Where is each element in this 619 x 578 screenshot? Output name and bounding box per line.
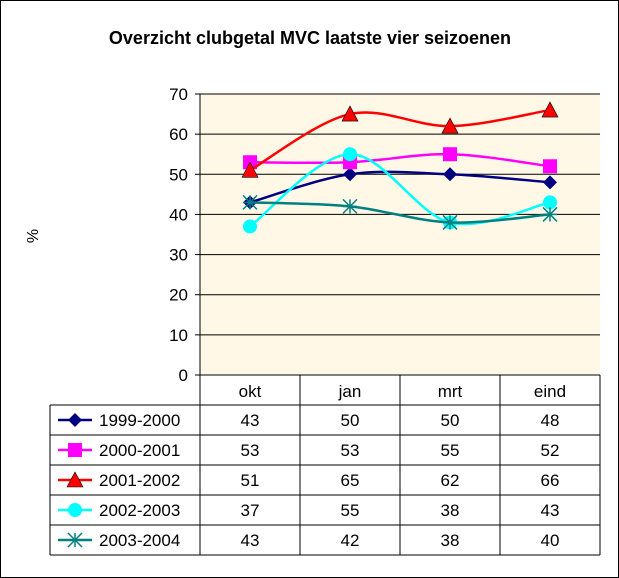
y-axis-ticks: 0 10 20 30 40 50 60 70 [169,85,188,385]
series-line [249,152,551,228]
legend-series-name: 2003-2004 [99,531,180,550]
y-tick-label: 50 [169,165,188,184]
data-point-marker [68,443,82,457]
data-point-marker [543,195,557,210]
y-tick-label: 40 [169,205,188,224]
table-value: 50 [341,411,360,430]
x-category-label: mrt [438,382,463,401]
table-value: 62 [441,471,460,490]
table-value: 52 [541,441,560,460]
data-point-marker [443,167,457,182]
data-point-marker [241,161,259,178]
y-axis-label: % [25,229,42,243]
table-value: 43 [541,501,560,520]
legend-series-name: 2001-2002 [99,471,180,490]
table-value: 43 [241,411,260,430]
data-table: okt jan mrt eind 1999-2000 43 50 50 48 2000-2001 5… [49,375,601,556]
table-value: 55 [441,441,460,460]
table-value: 53 [241,441,260,460]
data-point-marker [542,206,558,222]
y-tick-label: 60 [169,125,188,144]
y-tick-label: 70 [169,85,188,104]
table-value: 50 [441,411,460,430]
star-stroke [242,194,258,210]
data-point-marker [343,167,357,182]
legend-series-name: 1999-2000 [99,411,180,430]
table-value: 42 [341,531,360,550]
table-value: 37 [241,501,260,520]
data-point-marker [66,471,84,488]
y-tick-label: 30 [169,246,188,265]
plot-area [200,94,600,375]
table-value: 53 [341,441,360,460]
table-value: 48 [541,411,560,430]
data-point-marker [68,503,82,517]
data-point-marker [543,175,557,190]
table-value: 51 [241,471,260,490]
legend-series-name: 2002-2003 [99,501,180,520]
x-category-label: okt [239,382,262,401]
data-point-marker [543,159,557,174]
star-stroke [67,532,83,548]
data-point-marker [342,198,358,214]
data-point-marker [67,532,83,548]
table-value: 38 [441,501,460,520]
y-tick-label: 0 [179,366,188,385]
star-stroke [442,214,458,230]
data-point-marker [541,101,559,118]
data-point-marker [343,147,357,162]
x-category-label: jan [338,382,362,401]
series-lines [241,101,559,234]
chart-title: Overzicht clubgetal MVC laatste vier sei… [109,28,511,48]
star-stroke [342,198,358,214]
data-point-marker [242,194,258,210]
y-tick-label: 10 [169,326,188,345]
data-point-marker [443,147,457,162]
table-value: 65 [341,471,360,490]
y-tick-label: 20 [169,286,188,305]
table-value: 38 [441,531,460,550]
data-point-marker [341,105,359,122]
series-line [249,152,551,168]
table-value: 43 [241,531,260,550]
table-value: 55 [341,501,360,520]
data-point-marker [442,214,458,230]
table-value: 66 [541,471,560,490]
data-point-marker [441,117,459,134]
legend-series-name: 2000-2001 [99,441,180,460]
series-line [249,170,551,204]
data-point-marker [68,413,82,427]
series-line [249,108,551,172]
data-point-marker [243,219,257,234]
table-value: 40 [541,531,560,550]
series-line [249,201,551,224]
star-stroke [542,206,558,222]
x-category-label: eind [534,382,566,401]
